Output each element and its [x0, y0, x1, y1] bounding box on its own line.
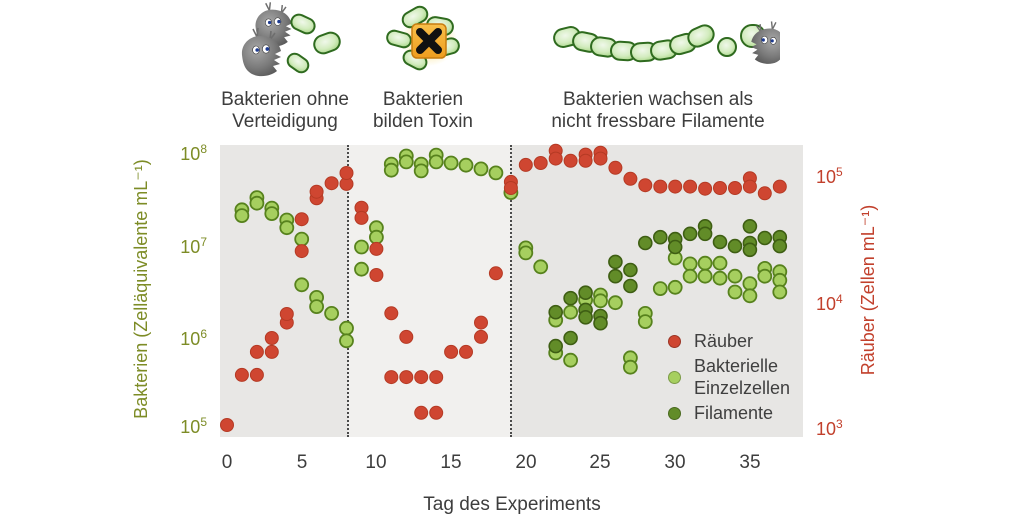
- phase-title-1: Bakterien ohne Verteidigung: [185, 89, 385, 133]
- bacteria-cell-icon: [290, 13, 316, 35]
- right-axis-tick-1e3: 103: [816, 417, 843, 439]
- left-axis-tick-1e5: 105: [180, 415, 207, 437]
- legend-label: Räuber: [694, 331, 754, 351]
- x-axis-title: Tag des Experiments: [423, 494, 601, 515]
- phase-title-1-line-1: Bakterien ohne: [221, 89, 349, 110]
- predators-and-cells-illustration: [241, 2, 341, 77]
- left-axis-tick-1e7: 107: [180, 235, 207, 257]
- predator-icon: [751, 21, 780, 64]
- legend-item-raeuber: Räuber: [668, 330, 790, 352]
- legend-label: Bakterielle Einzelzellen: [694, 355, 790, 399]
- filament-chain-illustration: [553, 21, 780, 64]
- predator-icon: [241, 27, 281, 77]
- phase-title-3: Bakterien wachsen als nicht fressbare Fi…: [527, 89, 789, 133]
- legend-label-line-2: Einzelzellen: [694, 378, 791, 398]
- phase-title-2-line-1: Bakterien: [382, 89, 464, 110]
- bacteria-cell-icon: [386, 29, 412, 49]
- bacteria-cell-icon: [717, 37, 737, 57]
- phase-divider-2: [510, 145, 512, 437]
- phase-divider-1: [347, 145, 349, 437]
- phase-title-3-line-1: Bakterien wachsen als: [562, 89, 754, 110]
- raeuber-dot-icon: [668, 334, 681, 348]
- x-axis-tick-10: 10: [365, 452, 387, 473]
- legend-label-line-1: Bakterielle: [694, 356, 779, 376]
- toxin-cluster-illustration: [386, 5, 460, 71]
- legend-label: Filamente: [694, 403, 774, 423]
- legend-item-einzelzellen: Bakterielle Einzelzellen: [668, 355, 790, 399]
- x-axis-tick-30: 30: [664, 452, 686, 473]
- right-axis-tick-1e5: 105: [816, 165, 843, 187]
- x-axis-tick-5: 5: [296, 452, 308, 473]
- filamente-dot-icon: [668, 406, 681, 420]
- phase-panel-2: [348, 145, 511, 437]
- right-axis-tick-1e4: 104: [816, 292, 843, 314]
- x-axis-tick-0: 0: [221, 452, 233, 473]
- left-axis-tick-1e8: 108: [180, 142, 207, 164]
- phase-title-3-line-2: nicht fressbare Filamente: [551, 111, 765, 132]
- phase-title-2: Bakterien bilden Toxin: [343, 89, 503, 133]
- left-axis-tick-1e6: 106: [180, 327, 207, 349]
- legend-item-filamente: Filamente: [668, 402, 790, 424]
- left-axis-title: Bakterien (Zelläquivalente mL⁻¹): [131, 159, 151, 419]
- einzelzellen-dot-icon: [668, 370, 681, 384]
- toxin-badge-icon: [411, 23, 447, 59]
- phase-title-1-line-2: Verteidigung: [232, 111, 338, 132]
- bacteria-cell-icon: [313, 31, 341, 55]
- x-axis-tick-20: 20: [515, 452, 537, 473]
- x-axis-tick-25: 25: [589, 452, 611, 473]
- x-axis-tick-35: 35: [739, 452, 761, 473]
- bacteria-cell-icon: [286, 52, 310, 74]
- phase-panel-1: [220, 145, 348, 437]
- filament-icon: [553, 24, 715, 63]
- x-axis-tick-15: 15: [440, 452, 462, 473]
- legend: Räuber Bakterielle Einzelzellen Filament…: [668, 330, 790, 427]
- phase-title-2-line-2: bilden Toxin: [372, 111, 473, 132]
